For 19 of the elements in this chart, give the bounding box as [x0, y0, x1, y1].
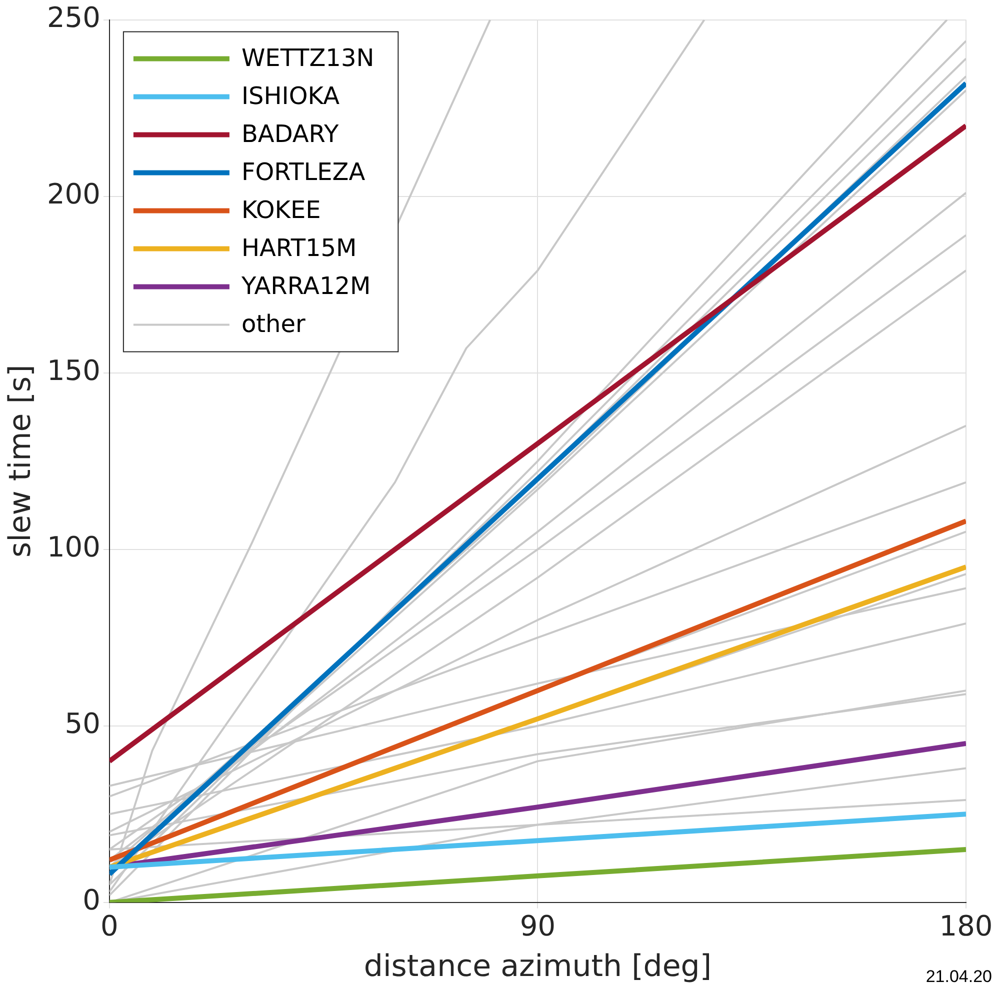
x-axis-title: distance azimuth [deg]	[364, 948, 712, 984]
y-tick-label: 150	[46, 354, 100, 388]
legend-label: YARRA12M	[240, 272, 371, 300]
legend-label: KOKEE	[241, 196, 321, 224]
y-tick-label: 200	[46, 178, 100, 211]
y-tick-label: 50	[64, 707, 100, 740]
legend-label: HART15M	[241, 234, 357, 262]
legend-label: FORTLEZA	[241, 158, 366, 186]
y-axis-title: slew time [s]	[2, 364, 38, 558]
legend-label: ISHIOKA	[241, 82, 340, 110]
y-tick-label: 100	[46, 530, 100, 564]
legend-label: WETTZ13N	[241, 44, 374, 72]
y-tick-label: 250	[46, 1, 100, 34]
legend-label: BADARY	[241, 120, 339, 148]
y-tick-label: 0	[82, 884, 100, 917]
x-tick-label: 180	[939, 909, 993, 942]
legend-label: other	[241, 310, 306, 338]
x-tick-label: 90	[520, 909, 556, 942]
text: 21.04.20	[926, 967, 992, 986]
